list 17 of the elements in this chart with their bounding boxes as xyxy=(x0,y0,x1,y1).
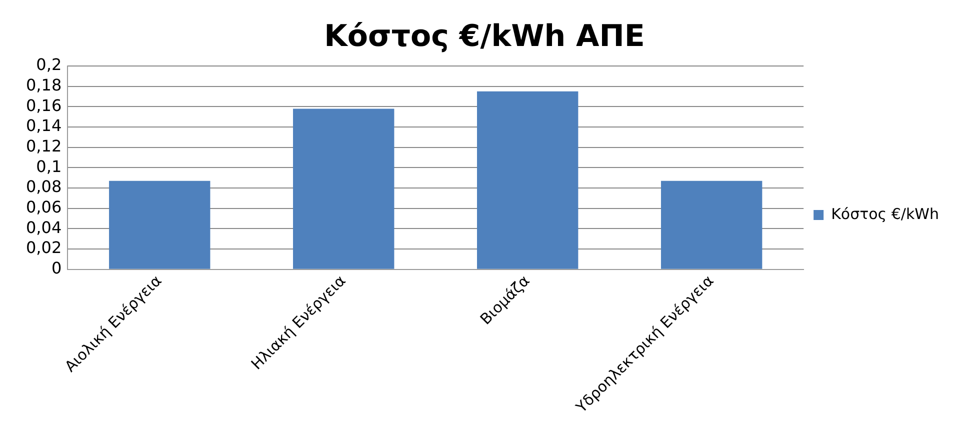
y-tick-label: 0 xyxy=(51,258,62,278)
y-tick-label: 0,16 xyxy=(26,96,62,115)
y-tick-label: 0,04 xyxy=(26,218,62,237)
y-tick-label: 0,14 xyxy=(26,116,62,136)
y-tick-label: 0,02 xyxy=(26,238,62,258)
y-tick-label: 0,08 xyxy=(26,177,62,196)
bar xyxy=(293,108,394,269)
legend-label: Κόστος €/kWh xyxy=(831,204,940,223)
bar xyxy=(660,180,762,269)
bar xyxy=(477,91,578,269)
y-tick-label: 0,1 xyxy=(36,156,62,176)
y-tick-label: 0,2 xyxy=(36,55,62,74)
bar xyxy=(109,180,210,269)
y-tick-label: 0,12 xyxy=(26,136,62,156)
chart-title: Κόστος €/kWh ΑΠΕ xyxy=(324,18,645,54)
y-tick-label: 0,18 xyxy=(26,75,62,94)
y-tick-label: 0,06 xyxy=(26,198,62,217)
